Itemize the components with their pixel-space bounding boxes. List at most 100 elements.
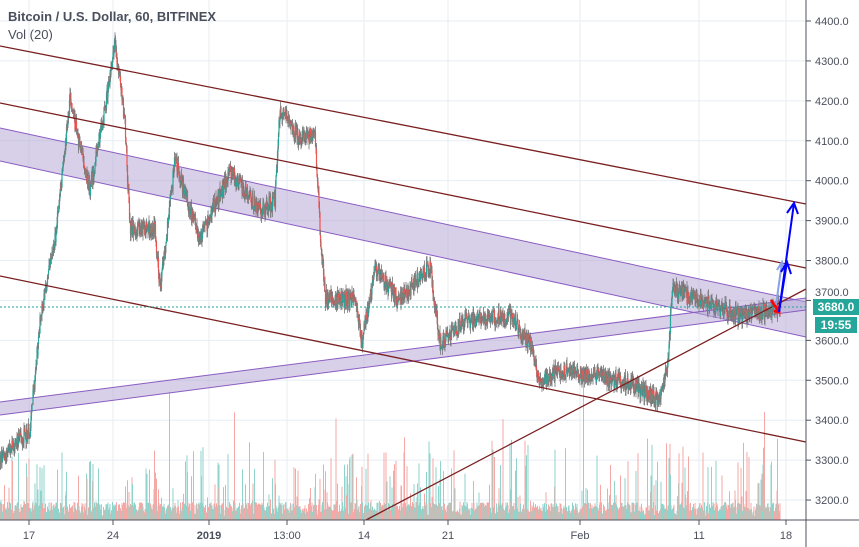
- candle: [128, 183, 130, 204]
- descending-band-bottom[interactable]: [0, 160, 807, 338]
- candle: [422, 265, 424, 281]
- candle: [49, 252, 52, 268]
- volume-bar: [96, 503, 98, 520]
- volume-bar: [202, 447, 204, 520]
- candle: [385, 270, 387, 288]
- volume-bar: [203, 506, 204, 520]
- ascending-band[interactable]: [0, 298, 806, 415]
- ascending-band-bottom[interactable]: [0, 309, 807, 416]
- descending-band[interactable]: [0, 128, 806, 337]
- candle: [486, 308, 489, 329]
- volume-bar: [600, 484, 601, 520]
- candle: [79, 136, 81, 148]
- time-axis[interactable]: 17 24 2019 13:00 14 21 Feb 11 18: [23, 520, 792, 542]
- candle: [373, 270, 376, 276]
- volume-bar: [368, 502, 369, 520]
- time-tick-label: Feb: [571, 530, 590, 542]
- candle: [522, 329, 525, 341]
- channel-middle-line[interactable]: [0, 102, 807, 269]
- drawings[interactable]: [0, 127, 807, 416]
- volume-bar: [610, 464, 611, 520]
- blue-arrow-long[interactable]: [778, 200, 799, 313]
- volume-bar: [315, 473, 316, 520]
- price-tick-label: 3500.0: [815, 375, 849, 387]
- volume-bar: [715, 460, 717, 520]
- volume-bar: [278, 495, 280, 520]
- symbol-title[interactable]: Bitcoin / U.S. Dollar, 60, BITFINEX: [8, 9, 217, 24]
- candle: [128, 196, 131, 223]
- candle: [325, 296, 327, 308]
- candle: [395, 296, 398, 307]
- volume-bar: [492, 449, 494, 520]
- volume-bar: [82, 504, 84, 520]
- volume-indicator-label[interactable]: Vol (20): [8, 27, 53, 42]
- candle: [660, 386, 662, 406]
- volume-bar: [548, 504, 549, 520]
- ascending-band-top[interactable]: [0, 297, 807, 403]
- volume-bar: [432, 458, 434, 520]
- candle: [513, 314, 516, 326]
- volume-bar: [43, 465, 45, 520]
- volume-bar: [453, 450, 455, 520]
- volume-bar: [731, 503, 733, 520]
- candle: [757, 306, 759, 320]
- volume-bar: [107, 502, 109, 520]
- candle: [715, 297, 717, 314]
- volume-bar: [496, 503, 497, 520]
- candle: [0, 453, 2, 470]
- volume-bar: [635, 471, 637, 520]
- trend-lines[interactable]: [0, 45, 807, 521]
- volume-bar: [414, 507, 416, 520]
- candle: [276, 149, 279, 173]
- volume-bar: [763, 447, 764, 520]
- candle: [69, 88, 72, 100]
- time-tick-label: 13:00: [273, 530, 301, 542]
- volume-bar: [252, 483, 254, 520]
- volume-bar: [358, 506, 360, 520]
- volume-bar: [28, 458, 30, 520]
- channel-top-line[interactable]: [0, 45, 807, 205]
- candle: [450, 338, 452, 347]
- candle: [504, 318, 507, 327]
- volume-bar: [290, 504, 292, 520]
- candle: [304, 137, 307, 146]
- volume-bar: [472, 508, 473, 520]
- candle: [756, 305, 758, 321]
- candle: [252, 187, 254, 208]
- candle: [459, 312, 461, 332]
- projection-arrows[interactable]: [769, 200, 799, 314]
- candle: [182, 175, 185, 194]
- volume-bar: [385, 452, 387, 520]
- candle: [500, 309, 502, 323]
- rising-support-line[interactable]: [365, 288, 807, 521]
- volume-bar: [582, 506, 583, 520]
- candle: [74, 110, 76, 133]
- volume-bar: [270, 499, 271, 520]
- volume-bar: [57, 469, 58, 520]
- channel-bottom-line[interactable]: [0, 275, 807, 443]
- candle: [330, 289, 333, 308]
- volume-bar: [201, 475, 202, 520]
- volume-bar: [347, 464, 348, 520]
- volume-bar: [451, 468, 452, 520]
- candle: [445, 326, 447, 343]
- candle: [692, 287, 695, 295]
- candle: [709, 302, 712, 310]
- candle: [665, 367, 668, 376]
- candle: [683, 283, 685, 299]
- candle: [545, 367, 548, 390]
- volume-bar: [191, 476, 192, 520]
- volume-bar: [695, 508, 697, 520]
- descending-band-top[interactable]: [0, 127, 807, 303]
- volume-bar: [386, 481, 388, 520]
- volume-bar: [648, 505, 650, 520]
- volume-bar: [724, 502, 725, 520]
- candle: [519, 325, 521, 340]
- candle: [707, 289, 710, 299]
- volume-bar: [551, 504, 553, 520]
- candle: [669, 308, 672, 341]
- volume-bar: [660, 481, 662, 520]
- price-axis[interactable]: 4400.0 4300.0 4200.0 4100.0 4000.0 3900.0 3800…: [806, 16, 849, 507]
- candle: [561, 371, 563, 379]
